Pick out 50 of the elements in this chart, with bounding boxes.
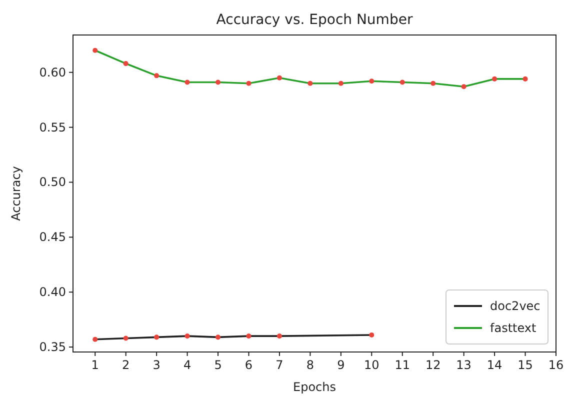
x-tick-label: 2 [122, 358, 130, 372]
point [276, 334, 282, 339]
point [400, 80, 405, 85]
point [216, 80, 221, 85]
chart-title: Accuracy vs. Epoch Number [216, 12, 413, 28]
point [154, 73, 160, 78]
x-tick-label: 13 [456, 358, 472, 372]
point [308, 80, 313, 86]
x-tick-label: 4 [183, 358, 192, 372]
x-tick-label: 11 [394, 358, 410, 372]
point [430, 80, 436, 86]
point [92, 48, 98, 53]
legend-label: fasttext [490, 321, 537, 335]
point [184, 80, 190, 85]
y-axis-title: Accuracy [9, 166, 23, 221]
x-tick-label: 14 [486, 358, 502, 372]
point [369, 78, 374, 84]
x-tick-label: 6 [244, 358, 253, 372]
x-tick-label: 16 [548, 358, 564, 372]
point [123, 336, 128, 341]
point [154, 334, 160, 340]
point [369, 332, 374, 338]
y-tick-label: 0.35 [39, 340, 66, 354]
y-tick-label: 0.50 [39, 175, 66, 190]
point [246, 80, 252, 86]
x-axis-title: Epochs [293, 380, 336, 394]
point [276, 75, 282, 80]
point [461, 84, 466, 90]
x-tick-label: 5 [214, 358, 222, 372]
point [123, 61, 128, 66]
x-tick-label: 3 [152, 358, 160, 372]
x-tick-label: 9 [337, 358, 345, 372]
point [92, 336, 98, 342]
y-tick-label: 0.60 [39, 65, 66, 80]
y-tick-label: 0.40 [39, 285, 66, 300]
legend-label: doc2vec [490, 299, 540, 313]
x-tick-label: 1 [91, 358, 99, 372]
point [522, 76, 528, 82]
point [492, 76, 498, 82]
point [184, 334, 190, 339]
y-tick-label: 0.55 [39, 120, 66, 134]
x-tick-label: 15 [518, 358, 533, 372]
point [216, 334, 221, 340]
x-tick-label: 10 [364, 358, 380, 372]
x-tick-label: 8 [306, 358, 314, 372]
x-tick-label: 7 [276, 358, 284, 372]
point [338, 80, 344, 86]
x-tick-label: 12 [425, 358, 441, 372]
y-tick-label: 0.45 [39, 230, 66, 244]
point [246, 334, 252, 339]
